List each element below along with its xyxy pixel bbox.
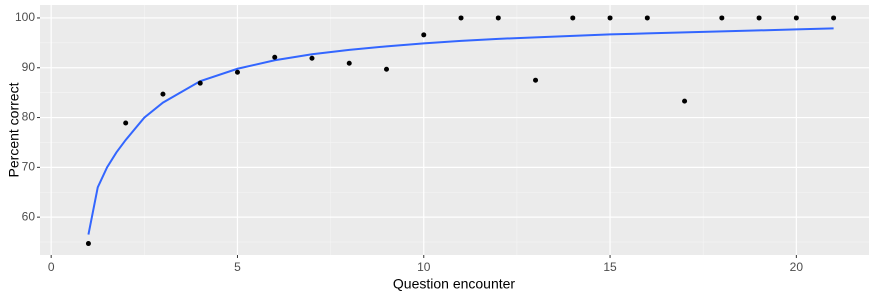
point: [458, 15, 464, 21]
grid: [40, 5, 869, 255]
point: [384, 66, 390, 72]
point: [85, 241, 91, 247]
y-tick-label: 100: [15, 10, 35, 24]
x-tick-label: 20: [790, 260, 804, 274]
point: [570, 15, 576, 21]
x-axis-title: Question encounter: [393, 276, 516, 292]
point: [123, 120, 129, 126]
point: [793, 15, 799, 21]
point: [682, 98, 688, 104]
panel: [40, 5, 869, 255]
x-tick-label: 10: [417, 260, 431, 274]
fit-line: [87, 27, 834, 235]
y-tick-label: 70: [22, 160, 36, 174]
y-axis-title: Percent correct: [6, 82, 22, 177]
y-tick-label: 80: [22, 110, 36, 124]
point: [160, 91, 166, 97]
point: [495, 15, 501, 21]
point: [234, 69, 240, 75]
point: [197, 80, 203, 86]
y-tick-label: 60: [22, 209, 36, 223]
point: [533, 77, 539, 83]
point: [272, 54, 278, 60]
point: [421, 32, 427, 38]
point: [831, 15, 837, 21]
point: [309, 55, 315, 61]
point: [719, 15, 725, 21]
x-tick-label: 0: [48, 260, 55, 274]
point: [607, 15, 613, 21]
x-tick-label: 5: [234, 260, 241, 274]
point: [346, 60, 352, 66]
marks: [85, 15, 837, 247]
point: [644, 15, 650, 21]
x-tick-label: 15: [603, 260, 617, 274]
point: [756, 15, 762, 21]
y-tick-label: 90: [22, 60, 36, 74]
